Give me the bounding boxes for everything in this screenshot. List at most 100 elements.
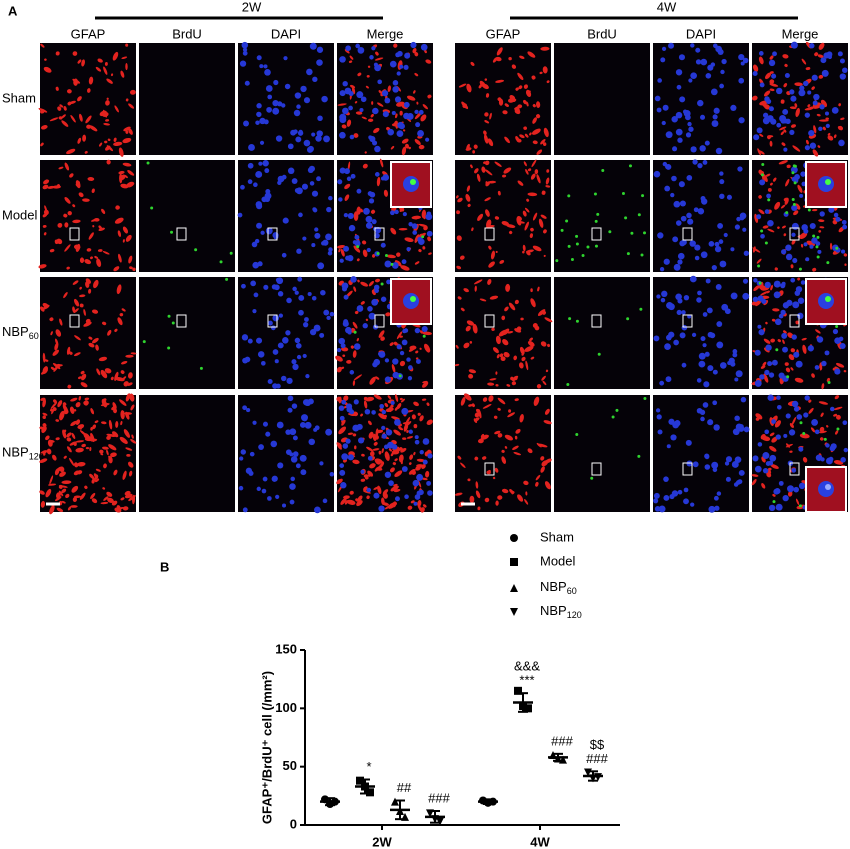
texture [766, 115, 774, 122]
texture [114, 507, 122, 513]
texture [495, 79, 505, 83]
texture [343, 245, 350, 252]
texture [76, 461, 86, 467]
texture [483, 161, 487, 164]
texture [106, 433, 116, 437]
texture [122, 239, 125, 243]
texture [150, 206, 154, 210]
texture [346, 499, 356, 505]
texture [690, 146, 697, 153]
texture [304, 317, 309, 322]
texture [371, 298, 379, 306]
texture [43, 232, 47, 236]
texture [527, 192, 538, 197]
texture [199, 366, 203, 370]
texture [795, 107, 800, 118]
texture [408, 222, 413, 227]
roi-box [591, 462, 602, 476]
texture [827, 380, 831, 384]
texture [259, 140, 265, 145]
texture [78, 395, 81, 401]
texture [704, 453, 710, 459]
texture [826, 51, 833, 58]
texture [767, 228, 775, 233]
texture [716, 321, 723, 327]
texture [125, 43, 129, 47]
texture [544, 408, 550, 415]
texture [523, 161, 527, 167]
texture [660, 57, 666, 63]
texture [419, 415, 424, 422]
texture [100, 369, 108, 379]
texture [337, 244, 346, 249]
group-title: 4W [657, 0, 677, 14]
texture [291, 359, 297, 365]
texture [106, 159, 111, 165]
texture [774, 201, 781, 210]
texture [242, 507, 248, 513]
texture [461, 101, 469, 110]
texture [844, 263, 847, 266]
texture [42, 412, 48, 416]
texture [673, 263, 681, 271]
texture [112, 402, 117, 410]
texture [539, 71, 543, 75]
texture [738, 77, 745, 84]
texture [416, 101, 419, 105]
texture [276, 277, 284, 285]
texture [241, 283, 246, 289]
texture [357, 46, 365, 54]
texture [683, 110, 691, 117]
texture [711, 120, 719, 127]
texture [343, 294, 349, 300]
texture [360, 469, 365, 474]
texture [394, 496, 400, 502]
texture [523, 480, 529, 486]
texture [422, 438, 430, 445]
texture [378, 450, 382, 455]
texture [403, 101, 410, 108]
texture [659, 380, 665, 386]
texture [657, 78, 662, 83]
texture [363, 474, 369, 478]
texture [771, 318, 776, 322]
texture [540, 46, 550, 51]
micrograph [40, 395, 136, 512]
texture [278, 313, 284, 318]
texture [485, 93, 490, 98]
texture [75, 419, 81, 425]
texture [426, 211, 432, 217]
texture [545, 369, 549, 373]
texture [772, 500, 776, 504]
texture [110, 73, 114, 77]
significance: ### [586, 751, 608, 766]
texture [758, 281, 762, 285]
texture [797, 277, 801, 281]
texture [771, 73, 777, 79]
texture [737, 166, 743, 172]
texture [791, 467, 797, 473]
roi-box [69, 227, 80, 241]
texture [72, 497, 78, 503]
texture [97, 249, 103, 252]
column-header: Merge [367, 26, 404, 41]
texture [808, 399, 812, 403]
texture [762, 467, 769, 474]
texture [692, 461, 699, 468]
texture [307, 291, 312, 297]
texture [272, 100, 279, 107]
texture [466, 320, 475, 326]
texture [325, 233, 332, 241]
texture [260, 230, 265, 235]
texture [275, 383, 281, 389]
texture [118, 253, 122, 263]
texture [679, 240, 686, 247]
texture [785, 443, 793, 448]
texture [298, 212, 303, 218]
texture [340, 343, 346, 349]
texture [422, 381, 429, 388]
texture [531, 75, 536, 80]
texture [73, 298, 80, 307]
texture [761, 436, 771, 442]
texture [546, 80, 550, 84]
